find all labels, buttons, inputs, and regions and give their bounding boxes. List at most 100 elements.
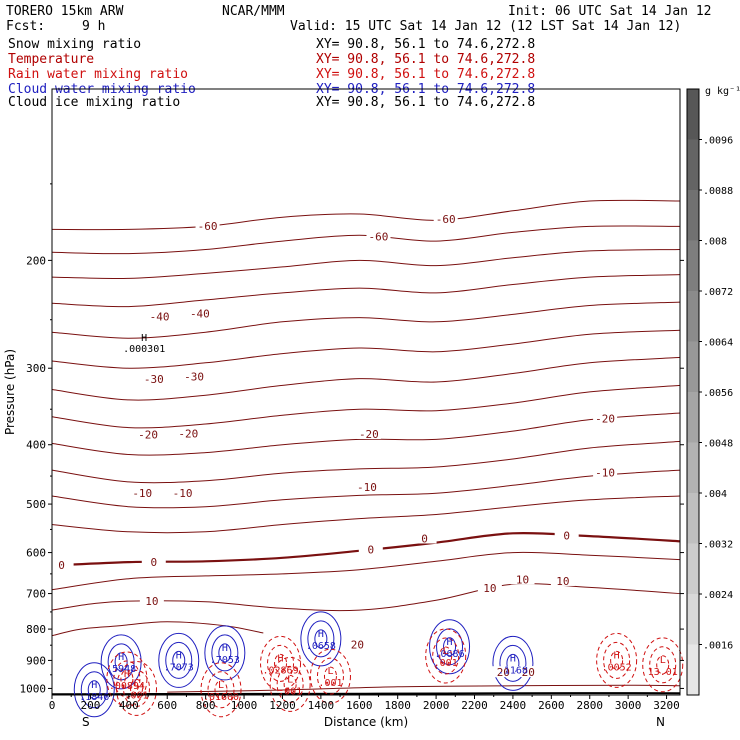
moisture-contour-ring	[116, 660, 158, 716]
moisture-extremum-15: L13.01	[648, 655, 678, 678]
x-tick-label: 1600	[346, 699, 373, 712]
snow-max-value: .000301	[123, 344, 165, 355]
moisture-extremum-8: H.02869	[262, 653, 298, 676]
field-name-rain: Rain water mixing ratio	[8, 67, 188, 82]
moisture-contour-ring	[172, 650, 186, 670]
moisture-contour-ring	[610, 650, 624, 670]
temperature-label-bg	[366, 230, 391, 242]
x-tick-label: 2200	[461, 699, 488, 712]
extremum-symbol: H	[447, 637, 453, 648]
x-tick-label: 1400	[308, 699, 335, 712]
colorbar-swatch	[687, 392, 699, 443]
extremum-value: .7053	[210, 655, 240, 666]
temperature-label-bg	[354, 481, 379, 493]
temperature-label-bg	[510, 573, 535, 585]
colorbar-swatch	[687, 190, 699, 241]
temperature-contour-11	[51, 495, 681, 534]
south-end-label: S	[82, 715, 90, 729]
temperature-label: 10	[483, 582, 496, 595]
field-name-cloud-ice: Cloud ice mixing ratio	[8, 95, 180, 110]
moisture-contour-ring	[87, 680, 101, 700]
y-tick-label: 200	[26, 254, 46, 267]
temperature-label-bg	[182, 370, 207, 382]
temperature-contour-13	[51, 551, 681, 591]
temperature-label: -40	[190, 307, 210, 320]
temperature-label-bg	[358, 543, 383, 555]
x-axis: 0 200 400 600 800 1000 1200 1400 1600 1800 2000 220…	[49, 695, 680, 712]
moisture-contour-ring	[436, 628, 464, 666]
moisture-contour-ring	[158, 632, 200, 688]
extremum-symbol: L	[443, 646, 449, 657]
y-tick-label: 700	[26, 588, 46, 601]
x-tick-label: 2400	[500, 699, 527, 712]
moisture-extremum-13: L.001	[318, 666, 342, 689]
moisture-contour-ring	[269, 656, 311, 712]
temperature-contours	[51, 199, 681, 696]
y-tick-label: 900	[26, 654, 46, 667]
surface-line	[51, 692, 681, 696]
moisture-extremum-14: L.001	[434, 646, 458, 669]
temperature-label: -20	[359, 428, 379, 441]
moisture-contour-ring	[323, 666, 337, 686]
moisture-extremum-12: L.001	[278, 674, 302, 697]
y-tick-label: 300	[26, 362, 46, 375]
temperature-label: -30	[184, 371, 204, 384]
forecast-label: Fcst:	[6, 19, 45, 34]
temperature-label-bg	[195, 220, 220, 232]
x-tick-label: 400	[119, 699, 139, 712]
x-axis-title: Distance (km)	[324, 715, 408, 729]
temperature-label: 0	[421, 532, 428, 545]
temperature-label-bg	[477, 581, 502, 593]
extremum-value: .02869	[262, 665, 298, 676]
colorbar-swatch	[687, 291, 699, 342]
temperature-label: -30	[144, 373, 164, 386]
moisture-contour-ring	[123, 669, 151, 707]
temperature-label-bg	[176, 427, 201, 439]
temperature-label: -60	[198, 220, 218, 233]
moisture-contour-ring	[120, 669, 134, 689]
moisture-extremum-5: H.1168	[498, 653, 528, 676]
temperature-contour-15	[51, 621, 264, 637]
plot-frame	[51, 88, 681, 696]
x-tick-label: 200	[80, 699, 100, 712]
moisture-extremum-7: H.00894	[109, 669, 145, 692]
x-tick-label: 3000	[615, 699, 642, 712]
moisture-contour-ring	[260, 635, 302, 691]
temperature-label: 20	[522, 666, 535, 679]
extremum-value: .00894	[109, 681, 145, 692]
extremum-symbol: L	[287, 674, 293, 685]
extremum-value: .0686	[434, 649, 464, 660]
temperature-label: 20	[351, 639, 364, 652]
temperature-label-bg	[593, 412, 618, 424]
moisture-contour-ring	[642, 637, 684, 693]
temperature-label: 0	[367, 544, 374, 557]
x-tick-label: 0	[49, 699, 56, 712]
forecast-hour: 9 h	[82, 19, 105, 34]
temperature-contour-7	[51, 384, 681, 429]
extremum-symbol: L	[133, 678, 139, 689]
moisture-extremum-1: H.7073	[164, 650, 194, 673]
temperature-label-bg	[139, 594, 164, 606]
extremum-value: .001	[124, 690, 148, 701]
moisture-extremum-10: L.001	[124, 678, 148, 701]
temperature-label-bg	[550, 574, 575, 586]
temperature-label: 10	[145, 595, 158, 608]
temperature-label: -20	[138, 429, 158, 442]
x-tick-label: 600	[157, 699, 177, 712]
temperature-label: -10	[595, 466, 615, 479]
colorbar-swatch	[687, 89, 699, 140]
x-tick-label: 3200	[653, 699, 680, 712]
extremum-value: .001	[318, 678, 342, 689]
temperature-label: -60	[369, 231, 389, 244]
extremum-symbol: H	[124, 669, 130, 680]
field-xy-rain: XY= 90.8, 56.1 to 74.6,272.8	[316, 67, 535, 82]
colorbar-label: .0064	[703, 338, 733, 349]
temperature-contour-8	[51, 412, 681, 456]
temperature-label-bg	[412, 532, 437, 544]
moisture-contour-ring	[274, 653, 288, 673]
colorbar: g kg⁻¹ .0096 .0088 .008 .0072 .0064 .0056 .004…	[686, 86, 740, 696]
temperature-label: 20	[497, 666, 510, 679]
extremum-value: .5948	[106, 664, 136, 675]
moisture-contour-ring	[200, 662, 242, 718]
